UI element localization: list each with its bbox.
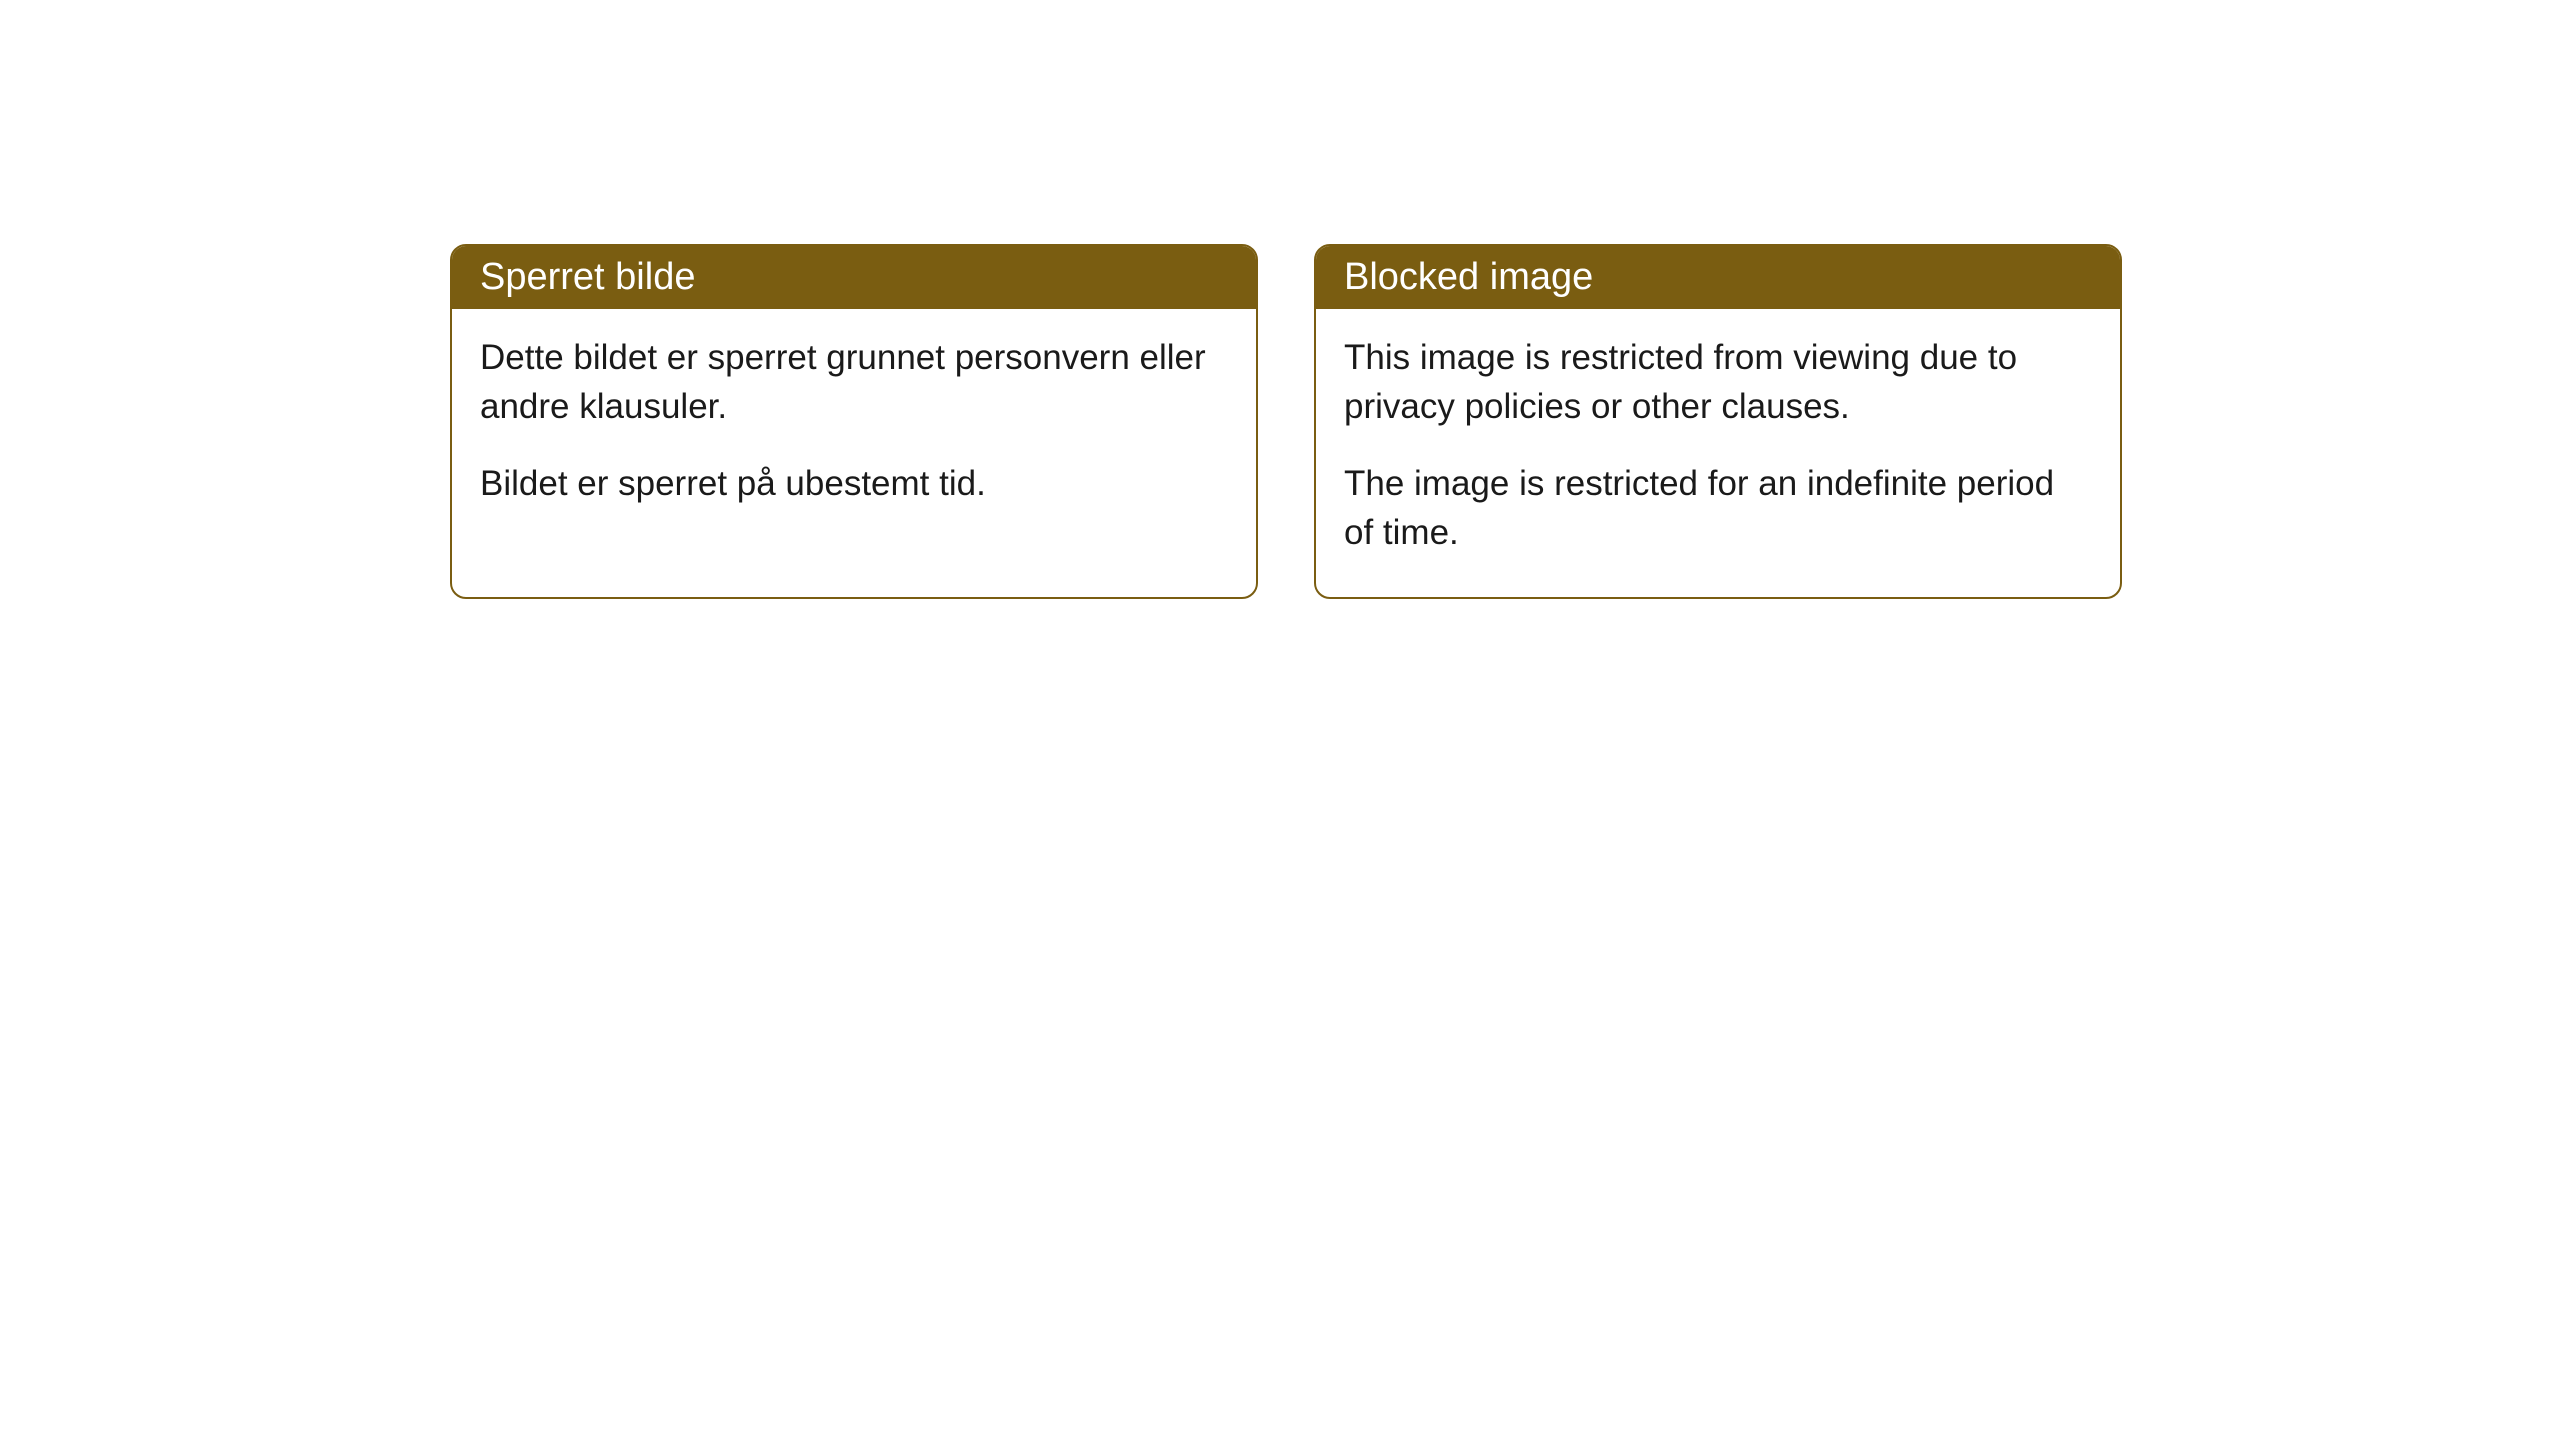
card-paragraph-2: Bildet er sperret på ubestemt tid. (480, 459, 1228, 508)
card-norwegian: Sperret bilde Dette bildet er sperret gr… (450, 244, 1258, 599)
card-english: Blocked image This image is restricted f… (1314, 244, 2122, 599)
card-paragraph-1: This image is restricted from viewing du… (1344, 333, 2092, 431)
cards-container: Sperret bilde Dette bildet er sperret gr… (450, 244, 2122, 599)
card-paragraph-1: Dette bildet er sperret grunnet personve… (480, 333, 1228, 431)
card-body-english: This image is restricted from viewing du… (1316, 309, 2120, 597)
card-body-norwegian: Dette bildet er sperret grunnet personve… (452, 309, 1256, 548)
card-header-norwegian: Sperret bilde (452, 246, 1256, 309)
card-header-english: Blocked image (1316, 246, 2120, 309)
card-paragraph-2: The image is restricted for an indefinit… (1344, 459, 2092, 557)
